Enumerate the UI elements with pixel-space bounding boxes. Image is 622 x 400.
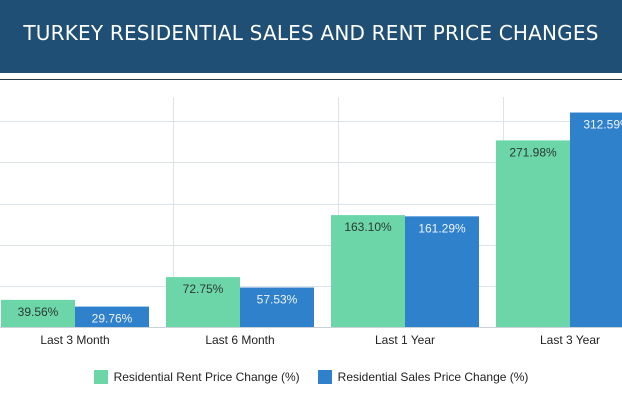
data-label: 57.53% (257, 293, 298, 307)
data-label: 29.76% (92, 312, 133, 326)
data-label: 312.59% (583, 118, 622, 132)
legend-item-sales[interactable]: Residential Sales Price Change (%) (317, 370, 529, 384)
legend-swatch-sales (317, 370, 332, 384)
bar (405, 216, 479, 327)
data-label: 271.98% (509, 145, 557, 159)
chart-title: TURKEY RESIDENTIAL SALES AND RENT PRICE … (23, 20, 599, 45)
legend-item-rent[interactable]: Residential Rent Price Change (%) (93, 370, 300, 384)
data-label: 39.56% (18, 305, 59, 319)
header-divider (0, 73, 622, 80)
bar (496, 140, 570, 327)
data-label: 161.29% (418, 221, 466, 235)
data-label: 163.10% (344, 220, 392, 234)
data-label: 72.75% (183, 282, 224, 296)
x-tick-label: Last 3 Year (540, 333, 600, 347)
x-tick-label: Last 6 Month (205, 333, 274, 347)
bar (75, 306, 149, 327)
bar (331, 215, 405, 327)
chart-legend: Residential Rent Price Change (%) Reside… (0, 370, 622, 384)
x-tick-label: Last 1 Year (375, 333, 435, 347)
legend-label-rent: Residential Rent Price Change (%) (113, 370, 300, 384)
chart-header: TURKEY RESIDENTIAL SALES AND RENT PRICE … (0, 0, 622, 73)
bar (166, 277, 240, 327)
bar (1, 299, 75, 327)
x-tick-label: Last 3 Month (40, 333, 109, 347)
bar (240, 287, 314, 327)
bar (570, 112, 622, 327)
legend-swatch-rent (93, 370, 108, 384)
legend-label-sales: Residential Sales Price Change (%) (337, 370, 529, 384)
